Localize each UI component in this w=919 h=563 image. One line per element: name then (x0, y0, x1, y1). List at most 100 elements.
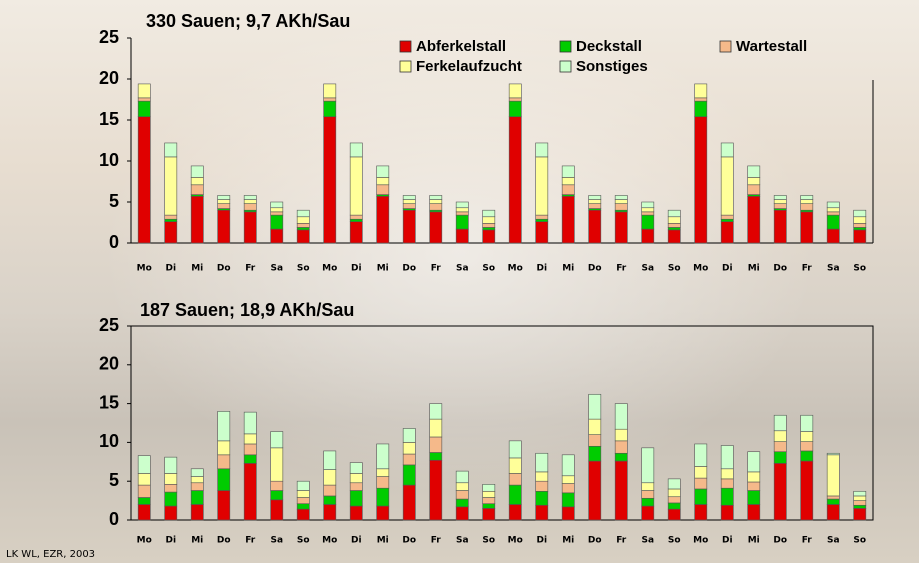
bar-segment (642, 202, 654, 208)
x-tick-label: Do (402, 536, 416, 546)
bar-segment (615, 429, 627, 441)
bar-segment (536, 219, 548, 221)
bar-segment (695, 489, 707, 505)
x-tick-label: Mi (191, 264, 203, 274)
bar-segment (271, 208, 283, 212)
bar-segment (456, 215, 468, 229)
x-tick-label: So (668, 264, 681, 274)
bar-segment (668, 217, 680, 224)
bar-segment (271, 432, 283, 448)
bar-segment (642, 483, 654, 491)
bar-segment (191, 177, 203, 184)
x-tick-label: Mo (322, 536, 337, 546)
bar-segment (324, 117, 336, 243)
bar-segment (377, 477, 389, 489)
bar-segment (562, 196, 574, 243)
bar-segment (324, 451, 336, 470)
bar-segment (774, 415, 786, 431)
bar-segment (748, 196, 760, 243)
bar-segment (774, 200, 786, 204)
x-tick-label: Mo (137, 536, 152, 546)
chart-title: 330 Sauen; 9,7 AKh/Sau (146, 11, 350, 31)
bar-segment (138, 101, 150, 117)
bar-segment (536, 157, 548, 215)
bar-segment (721, 505, 733, 520)
bar-segment (350, 491, 362, 507)
bar-segment (218, 469, 230, 491)
bar-segment (827, 496, 839, 499)
x-tick-label: Mi (748, 264, 760, 274)
bar-segment (854, 210, 866, 217)
bar-segment (536, 505, 548, 520)
y-tick-label: 0 (109, 509, 119, 529)
x-tick-label: Mo (693, 536, 708, 546)
legend-label: Deckstall (576, 38, 642, 55)
bar-segment (324, 485, 336, 496)
bar-segment (244, 412, 256, 434)
bar-segment (165, 492, 177, 506)
bar-segment (244, 212, 256, 243)
x-tick-label: Fr (616, 536, 627, 546)
bar-segment (218, 200, 230, 204)
bar-segment (642, 498, 654, 506)
bar-segment (748, 177, 760, 184)
bar-segment (244, 200, 256, 204)
bar-segment (695, 98, 707, 101)
x-tick-label: Mi (377, 536, 389, 546)
bar-segment (509, 98, 521, 101)
legend-label: Abferkelstall (416, 38, 506, 55)
bar-segment (721, 479, 733, 488)
bar-segment (324, 470, 336, 486)
bar-segment (297, 497, 309, 503)
bar-segment (244, 195, 256, 199)
bar-segment (854, 496, 866, 501)
bar-segment (854, 217, 866, 224)
x-tick-label: Di (351, 536, 362, 546)
bar-segment (748, 185, 760, 195)
bar-segment (350, 219, 362, 221)
x-tick-label: Do (217, 536, 231, 546)
bar-segment (827, 499, 839, 504)
bar-segment (748, 482, 760, 491)
bar-segment (297, 227, 309, 229)
bar-segment (668, 497, 680, 503)
bar-segment (350, 157, 362, 215)
bar-segment (562, 185, 574, 195)
bar-segment (271, 491, 283, 500)
x-tick-label: So (482, 264, 495, 274)
bar-segment (138, 84, 150, 98)
bar-segment (271, 500, 283, 520)
bar-segment (536, 481, 548, 491)
bar-segment (801, 204, 813, 211)
bar-segment (589, 195, 601, 199)
bar-segment (165, 222, 177, 243)
bar-segment (218, 204, 230, 209)
bar-segment (218, 411, 230, 440)
x-tick-label: Do (773, 264, 787, 274)
bar-segment (589, 435, 601, 447)
x-tick-label: Mo (137, 264, 152, 274)
bar-segment (509, 458, 521, 474)
x-tick-label: Do (402, 264, 416, 274)
bar-segment (827, 453, 839, 455)
y-tick-label: 20 (99, 354, 119, 374)
bar-segment (430, 195, 442, 199)
bar-segment (297, 230, 309, 243)
x-tick-label: Sa (827, 536, 840, 546)
bar-segment (403, 210, 415, 243)
x-tick-label: Do (217, 264, 231, 274)
bar-segment (483, 497, 495, 503)
bar-segment (668, 230, 680, 243)
bar-segment (615, 204, 627, 211)
bar-segment (191, 483, 203, 491)
bar-segment (695, 117, 707, 243)
bar-segment (801, 461, 813, 520)
bar-segment (668, 489, 680, 497)
bar-segment (774, 442, 786, 452)
bar-segment (536, 472, 548, 481)
x-tick-label: Mo (693, 264, 708, 274)
x-tick-label: Di (165, 264, 176, 274)
bar-segment (271, 215, 283, 229)
bar-segment (218, 455, 230, 469)
bar-segment (430, 460, 442, 520)
